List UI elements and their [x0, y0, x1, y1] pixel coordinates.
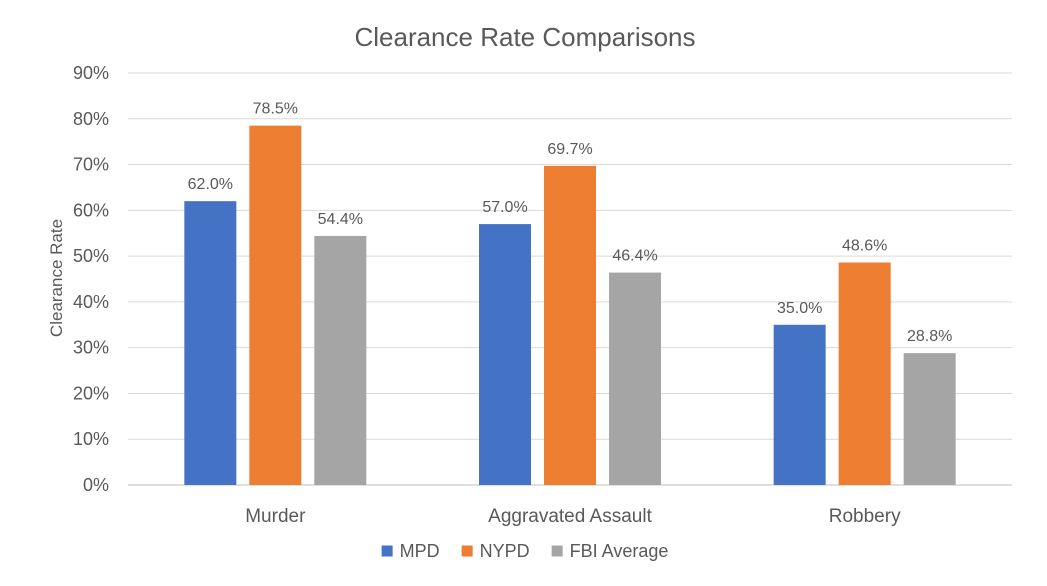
y-tick-label: 50%: [73, 246, 109, 266]
y-tick-label: 20%: [73, 383, 109, 403]
y-tick-label: 90%: [73, 63, 109, 83]
bar-fbi-average-robbery: [903, 353, 956, 485]
data-label: 62.0%: [188, 176, 233, 193]
legend-swatch: [551, 545, 563, 557]
bar-mpd-aggravated-assault: [479, 224, 531, 486]
y-tick-label: 10%: [73, 429, 109, 449]
bar-mpd-robbery: [773, 324, 826, 485]
data-label: 57.0%: [482, 199, 527, 216]
legend: MPD NYPD FBI Average: [381, 541, 669, 561]
data-label: 35.0%: [777, 300, 822, 317]
legend-swatch: [461, 545, 473, 557]
y-tick-label: 60%: [73, 200, 109, 220]
y-tick-label: 30%: [73, 338, 109, 358]
bar-nypd-robbery: [838, 262, 891, 485]
bar-fbi-average-murder: [314, 235, 367, 485]
y-tick-label: 0%: [83, 475, 109, 495]
legend-label: NYPD: [480, 541, 530, 561]
x-category-label: Murder: [245, 506, 306, 527]
bar-nypd-murder: [249, 125, 302, 486]
data-label: 48.6%: [842, 238, 887, 255]
data-label: 28.8%: [907, 328, 952, 345]
data-label: 46.4%: [612, 248, 657, 265]
y-axis-title: Clearance Rate: [47, 219, 66, 337]
bar-fbi-average-aggravated-assault: [609, 272, 661, 485]
legend-label: FBI Average: [570, 541, 669, 561]
legend-label: MPD: [400, 541, 440, 561]
data-label: 69.7%: [547, 141, 592, 158]
y-tick-label: 40%: [73, 292, 109, 312]
y-axis-ticks: 0% 10% 20% 30% 40% 50% 60% 70% 80% 90%: [73, 63, 109, 495]
data-labels: 62.0% 78.5% 54.4% 57.0% 69.7% 46.4% 35.0% 48.6%…: [188, 101, 953, 346]
data-label: 78.5%: [253, 101, 298, 118]
legend-item-fbi-average: FBI Average: [551, 541, 669, 561]
y-tick-label: 80%: [73, 109, 109, 129]
data-label: 54.4%: [318, 211, 363, 228]
bar-mpd-murder: [184, 201, 237, 485]
bars: [184, 125, 956, 486]
legend-item-nypd: NYPD: [461, 541, 530, 561]
legend-item-mpd: MPD: [381, 541, 440, 561]
legend-swatch: [381, 545, 393, 557]
y-tick-label: 70%: [73, 155, 109, 175]
category-labels: Murder Aggravated Assault Robbery: [245, 506, 901, 527]
chart-title: Clearance Rate Comparisons: [354, 22, 695, 52]
x-category-label: Robbery: [829, 506, 901, 527]
bar-nypd-aggravated-assault: [544, 165, 596, 485]
x-category-label: Aggravated Assault: [488, 506, 652, 527]
